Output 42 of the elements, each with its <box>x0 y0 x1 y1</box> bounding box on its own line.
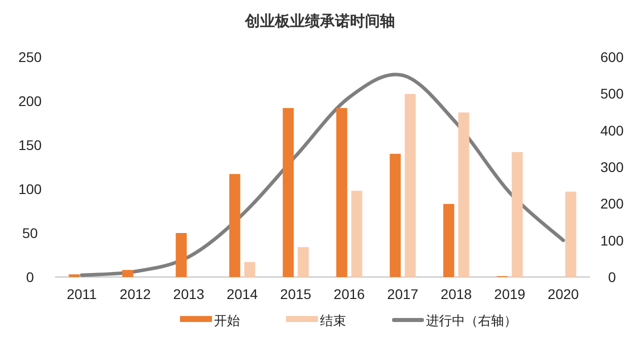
y-tick-label: 200 <box>18 93 42 109</box>
bar <box>244 262 256 277</box>
y-tick-label: 0 <box>26 269 34 285</box>
x-tick-label: 2014 <box>226 286 258 302</box>
bar <box>565 192 576 277</box>
bar <box>458 112 470 277</box>
x-tick-label: 2013 <box>173 286 205 302</box>
y-tick-label: 100 <box>18 181 42 197</box>
y2-tick-label: 200 <box>600 196 624 212</box>
y2-tick-label: 100 <box>600 232 624 248</box>
x-tick-label: 2012 <box>120 286 152 302</box>
y-tick-label: 150 <box>18 137 42 153</box>
bar <box>404 94 416 277</box>
x-tick-label: 2020 <box>548 286 580 302</box>
x-tick-label: 2018 <box>440 286 472 302</box>
chart-title: 创业板业绩承诺时间轴 <box>244 13 395 30</box>
legend-label: 进行中（右轴） <box>426 313 517 328</box>
x-tick-label: 2015 <box>280 286 312 302</box>
y-tick-label: 50 <box>22 225 38 241</box>
bar <box>122 270 134 277</box>
y2-tick-label: 400 <box>600 122 624 138</box>
bar <box>298 247 309 277</box>
y2-tick-label: 600 <box>600 49 624 65</box>
bar <box>282 108 294 277</box>
bar <box>68 274 80 277</box>
legend-label: 结束 <box>320 313 346 328</box>
y2-tick-label: 500 <box>600 86 624 102</box>
y2-tick-label: 0 <box>608 269 616 285</box>
x-tick-label: 2011 <box>66 286 98 302</box>
bar <box>351 190 362 277</box>
x-tick-label: 2016 <box>334 286 366 302</box>
y-tick-label: 250 <box>18 49 42 65</box>
bar <box>336 108 348 277</box>
y2-tick-label: 300 <box>600 159 624 175</box>
bar <box>390 154 401 277</box>
bar <box>512 152 523 277</box>
bar <box>443 204 454 277</box>
x-tick-label: 2019 <box>494 286 526 302</box>
legend-label: 开始 <box>214 313 240 328</box>
bar <box>229 174 240 277</box>
bar <box>176 233 187 277</box>
x-tick-label: 2017 <box>387 286 419 302</box>
